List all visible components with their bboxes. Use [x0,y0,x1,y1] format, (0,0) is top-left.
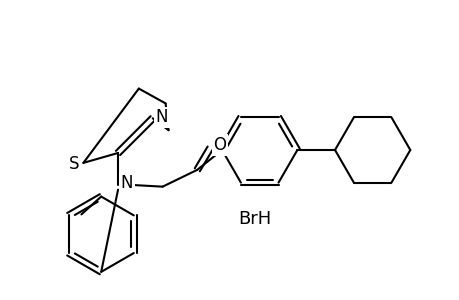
Text: BrH: BrH [238,210,271,228]
Text: N: N [120,174,133,192]
Text: N: N [155,108,168,126]
Text: O: O [213,136,226,154]
Text: S: S [69,155,79,173]
